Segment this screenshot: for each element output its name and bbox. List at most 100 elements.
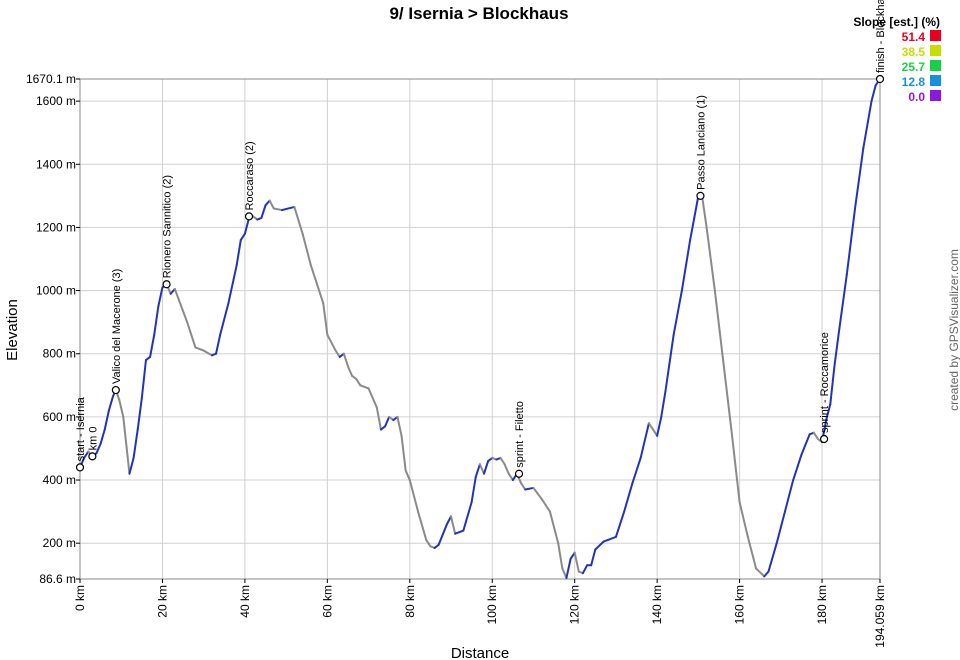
profile-segment [450, 515, 457, 535]
profile-segment [693, 194, 700, 219]
profile-segment [606, 535, 617, 542]
profile-segment [573, 551, 580, 573]
waypoint-marker [244, 212, 254, 221]
profile-segment [783, 479, 795, 513]
profile-segment [95, 442, 102, 455]
x-tick-label: 194.059 km [873, 585, 887, 648]
y-tick-label: 1400 m [36, 157, 76, 171]
waypoint-label: sprint - Roccamorice [819, 332, 831, 433]
profile-segment [215, 333, 222, 355]
profile-segment [322, 302, 329, 336]
profile-segment [177, 299, 189, 324]
legend-swatch [930, 60, 941, 71]
waypoint-marker [88, 452, 97, 461]
profile-segment [730, 428, 741, 504]
profile-segment [375, 406, 382, 431]
waypoint-label: start - Isernia [75, 396, 87, 461]
legend-swatch [930, 90, 941, 101]
x-tick-label: 40 km [238, 585, 252, 618]
profile-segment [408, 479, 420, 513]
profile-segment [173, 288, 180, 302]
profile-segment [775, 510, 786, 545]
legend-title: Slope [est.] (%) [853, 15, 940, 29]
profile-segment [281, 205, 296, 212]
chart-title: 9/ Isernia > Blockhaus [389, 4, 568, 23]
profile-segment [837, 273, 848, 336]
profile-segment [507, 472, 514, 482]
profile-segment [346, 365, 354, 377]
profile-segment [540, 497, 551, 513]
profile-segment [334, 349, 341, 358]
x-tick-label: 140 km [650, 585, 664, 624]
profile-segment [462, 501, 473, 532]
profile-segment [359, 384, 370, 390]
waypoint-label: km 0 [87, 427, 99, 451]
legend-swatch [930, 75, 941, 86]
y-tick-label: 1000 m [36, 284, 76, 298]
legend-value: 51.4 [902, 30, 926, 44]
profile-segment [680, 239, 692, 292]
waypoint-marker [162, 280, 171, 289]
profile-segment [672, 289, 683, 336]
profile-segment [656, 415, 663, 437]
profile-segment [243, 216, 251, 235]
x-tick-label: 80 km [403, 585, 417, 618]
profile-segment [260, 204, 267, 219]
profile-segment [660, 390, 667, 418]
axis-ticks: 86.6 m 200 m 400 m 600 m 800 m 1000 m 1200 m 14… [26, 72, 887, 648]
profile-segment [763, 570, 770, 578]
profile-segment [565, 557, 572, 579]
profile-segment [478, 463, 486, 475]
x-tick-label: 100 km [485, 585, 499, 624]
profile-segment [713, 289, 725, 362]
profile-segment [404, 469, 411, 482]
profile-segment [548, 510, 560, 545]
profile-segment [355, 378, 362, 387]
profile-segment [417, 510, 428, 542]
profile-segment [590, 548, 597, 567]
profile-segment [318, 289, 325, 305]
profile-segment [309, 264, 321, 292]
credit-text: created by GPSVisualizer.com [947, 249, 960, 411]
profile-segment [186, 321, 197, 349]
profile-segment [854, 147, 865, 210]
profile-segment [689, 216, 696, 242]
elevation-profile [79, 78, 881, 579]
profile-segment [118, 398, 125, 418]
x-tick-label: 120 km [568, 585, 582, 624]
profile-segment [140, 359, 147, 399]
profile-segment [701, 198, 708, 229]
profile-segment [738, 501, 749, 538]
profile-segment [520, 482, 527, 491]
profile-segment [384, 415, 391, 428]
waypoint-label: Roccaraso (2) [244, 141, 256, 210]
y-tick-label: 1200 m [36, 220, 76, 234]
waypoint-marker [75, 463, 85, 472]
profile-segment [122, 415, 129, 456]
profile-segment [202, 349, 213, 357]
profile-segment [825, 403, 832, 422]
profile-segment [755, 567, 766, 578]
profile-segment [483, 460, 490, 475]
profile-segment [437, 523, 448, 546]
profile-segment [342, 352, 349, 368]
profile-segment [499, 456, 506, 466]
profile-segment [581, 564, 589, 575]
profile-segment [149, 333, 156, 358]
profile-segment [157, 286, 164, 308]
y-tick-label: 200 m [43, 536, 76, 550]
profile-segment [103, 409, 110, 431]
waypoint-label: sprint - Filetto [514, 401, 526, 468]
profile-segment [746, 535, 758, 570]
profile-segment [664, 333, 675, 393]
x-tick-label: 0 km [73, 585, 87, 611]
profile-segment [268, 199, 275, 210]
profile-segment [99, 428, 106, 445]
legend-swatch [930, 30, 941, 41]
profile-segment [474, 463, 481, 478]
profile-segment [367, 387, 378, 409]
waypoint-label: finish - Blockhaus [875, 0, 887, 73]
grid [79, 78, 881, 580]
waypoints: start - Isernia km 0 Valico del Macerone (… [75, 0, 887, 478]
profile-segment [767, 542, 778, 573]
